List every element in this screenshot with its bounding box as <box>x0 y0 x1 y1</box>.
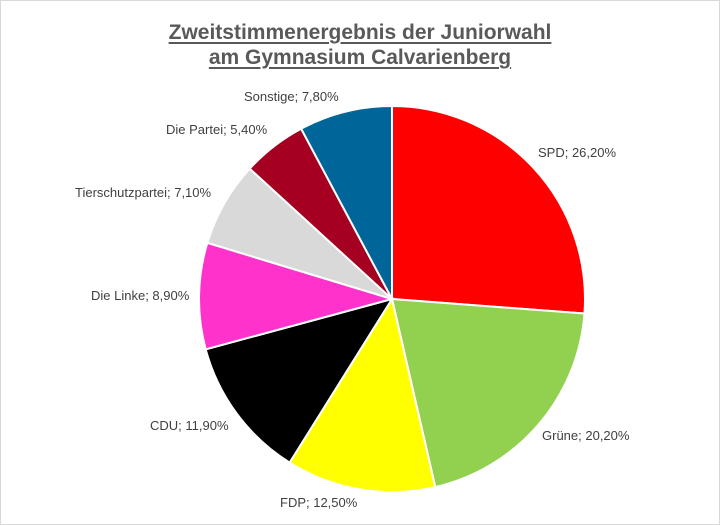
pie-label-cdu: CDU; 11,90% <box>150 418 229 433</box>
pie-labels: SPD; 26,20% Grüne; 20,20% FDP; 12,50% CDU; … <box>75 89 630 510</box>
pie-label-die-partei: Die Partei; 5,40% <box>166 122 268 137</box>
pie-slice-die-linke <box>198 241 396 351</box>
pie-slice-grüne <box>390 297 586 489</box>
pie-label-sonstige: Sonstige; 7,80% <box>244 89 339 104</box>
pie-label-tierschutzpartei: Tierschutzpartei; 7,10% <box>75 185 212 200</box>
pie-slice-spd <box>391 104 586 315</box>
pie-label-fdp: FDP; 12,50% <box>280 495 358 510</box>
pie-slices <box>198 104 586 493</box>
pie-slice-fdp <box>288 296 437 493</box>
pie-label-die-linke: Die Linke; 8,90% <box>91 288 190 303</box>
pie-slice-cdu <box>204 297 395 464</box>
pie-label-spd: SPD; 26,20% <box>538 145 616 160</box>
chart-title-line-2: am Gymnasium Calvarienberg <box>208 46 512 69</box>
pie-slice-sonstige <box>299 104 393 300</box>
pie-label-grüne: Grüne; 20,20% <box>542 428 630 443</box>
chart-title: Zweitstimmenergebnis der Juniorwahl am G… <box>0 20 720 70</box>
chart-title-line-1: Zweitstimmenergebnis der Juniorwahl <box>168 21 552 44</box>
